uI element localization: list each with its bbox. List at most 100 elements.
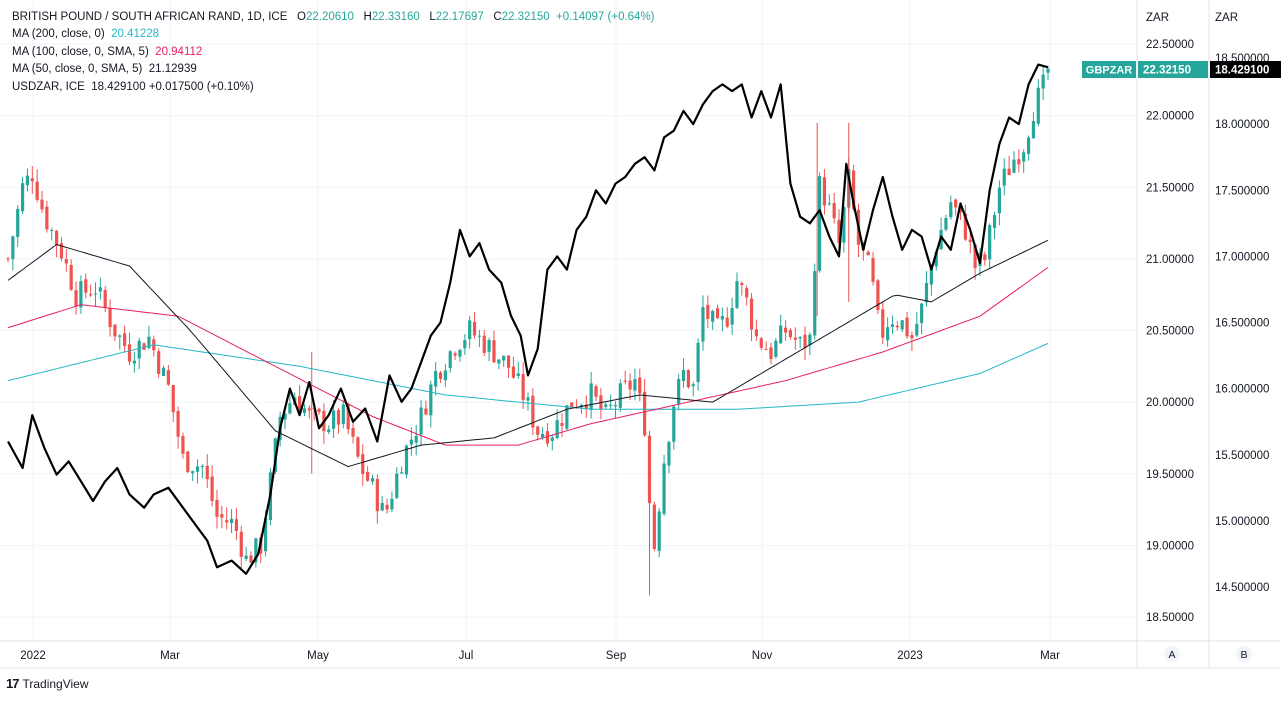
time-tick-label: Mar — [160, 650, 180, 662]
candle — [890, 315, 895, 334]
right-tick-label: 15.500000 — [1215, 450, 1269, 462]
candle — [604, 401, 608, 410]
candle — [837, 209, 841, 247]
candle — [550, 434, 554, 451]
candle — [351, 421, 355, 444]
candle — [30, 166, 34, 194]
candle — [842, 205, 846, 253]
candle — [793, 327, 797, 350]
left-tick-label: 19.50000 — [1146, 469, 1194, 481]
left-tick-label: 20.50000 — [1146, 326, 1194, 338]
candle — [609, 394, 613, 410]
candle — [113, 324, 117, 342]
tradingview-footer[interactable]: 17 TradingView — [6, 676, 89, 691]
right-tick-label: 16.000000 — [1215, 384, 1269, 396]
left-tick-label: 22.00000 — [1146, 111, 1194, 123]
high-value: 22.33160 — [371, 11, 420, 23]
candle — [234, 507, 239, 541]
ma50-value: 21.12939 — [148, 63, 197, 76]
left-tick-label: 18.50000 — [1146, 612, 1194, 624]
candle — [871, 251, 875, 286]
time-tick-label: May — [307, 650, 329, 662]
candle — [380, 495, 384, 512]
candle — [375, 474, 379, 524]
usdzar-value: 18.429100 — [91, 80, 146, 93]
time-axis-labels[interactable]: 2022 Mar May Jul Sep Nov 2023 Mar — [20, 650, 1060, 662]
candle — [419, 400, 423, 447]
candle — [983, 251, 987, 266]
legend-ma50-row[interactable]: MA (50, close, 0, SMA, 5) 21.12939 — [12, 61, 655, 78]
time-tick-label: Mar — [1040, 650, 1060, 662]
candle — [137, 337, 141, 370]
right-tick-label: 18.000000 — [1215, 119, 1269, 131]
candle — [497, 359, 501, 370]
candle — [176, 406, 180, 449]
candle — [317, 407, 321, 415]
legend-usdzar-row[interactable]: USDZAR, ICE 18.429100 +0.017500 (+0.10%) — [12, 79, 655, 96]
usdzar-price-badge: 18.429100 — [1210, 61, 1281, 78]
right-price-ticks[interactable]: 18.50000018.00000017.50000017.00000016.5… — [1215, 53, 1269, 594]
candle — [249, 551, 253, 563]
candle — [79, 275, 83, 314]
ma200-line — [7, 342, 1049, 410]
change-value: +0.14097 (+0.64%) — [556, 11, 655, 23]
candle — [400, 466, 404, 474]
symbol-title: BRITISH POUND / SOUTH AFRICAN RAND, 1D, … — [12, 11, 288, 23]
candle — [118, 334, 122, 350]
candle — [730, 297, 734, 335]
left-tick-label: 20.00000 — [1146, 397, 1194, 409]
candle — [769, 342, 773, 365]
candle — [25, 168, 30, 192]
candle — [506, 355, 511, 378]
legend-ma200-row[interactable]: MA (200, close, 0) 20.41228 — [12, 26, 655, 43]
candle — [45, 200, 49, 233]
candle — [711, 309, 715, 330]
candle — [288, 391, 292, 415]
candle — [254, 537, 258, 568]
candle — [536, 425, 540, 441]
left-scale-title: ZAR — [1146, 12, 1169, 24]
candle — [443, 364, 447, 388]
legend-ma100-row[interactable]: MA (100, close, 0, SMA, 5) 20.94112 — [12, 44, 655, 61]
candle — [50, 228, 54, 241]
candlestick-series — [6, 65, 1050, 596]
candle — [468, 315, 472, 349]
candle — [472, 311, 477, 339]
left-price-ticks[interactable]: 22.50000 22.00000 21.50000 21.00000 20.50000… — [1146, 39, 1194, 624]
tradingview-brand: TradingView — [22, 676, 89, 691]
candle — [69, 259, 73, 291]
candle — [239, 525, 243, 570]
candle — [404, 444, 409, 479]
candle — [988, 223, 992, 270]
candle — [905, 311, 909, 339]
candle — [599, 387, 603, 420]
candle — [244, 546, 248, 562]
candle — [545, 423, 550, 447]
candle — [210, 465, 214, 507]
candle — [59, 237, 64, 262]
left-tick-label: 21.00000 — [1146, 254, 1194, 266]
time-tick-label: Sep — [606, 650, 626, 662]
scale-button-b-label: B — [1240, 649, 1247, 661]
candle — [949, 195, 953, 220]
usdzar-change: +0.017500 (+0.10%) — [148, 80, 254, 93]
candle — [166, 364, 170, 387]
scale-button-a[interactable]: A — [1164, 646, 1180, 662]
candle — [171, 384, 175, 422]
candle — [98, 277, 102, 300]
candle — [35, 169, 39, 203]
usdzar-label: USDZAR, ICE — [12, 80, 85, 93]
candle — [720, 307, 724, 332]
candle — [886, 317, 890, 347]
scale-button-b[interactable]: B — [1236, 646, 1252, 662]
candle — [434, 362, 438, 396]
candle — [6, 257, 10, 263]
candle — [220, 505, 224, 529]
legend-symbol-row[interactable]: BRITISH POUND / SOUTH AFRICAN RAND, 1D, … — [12, 9, 655, 26]
candle — [502, 355, 506, 367]
candle — [16, 205, 20, 248]
candle — [521, 362, 525, 409]
candle — [307, 405, 311, 419]
candle — [954, 198, 958, 216]
